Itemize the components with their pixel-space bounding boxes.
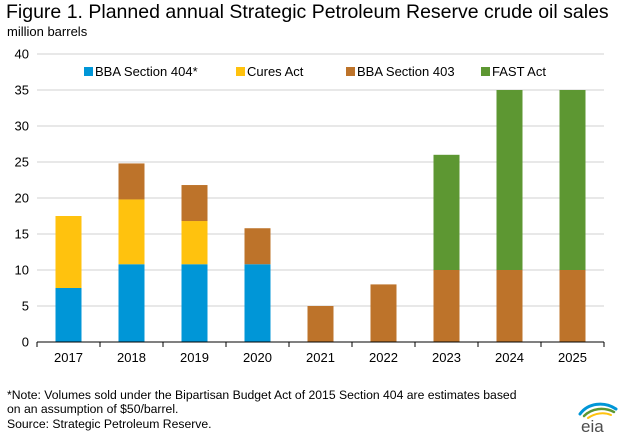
bar-segment-2020-0 [244,264,271,342]
y-axis-tick-labels: 0 5 10 15 20 25 30 35 40 [15,47,29,350]
y-tick-label: 20 [15,191,29,206]
bar-segment-2024-3 [496,90,523,270]
chart-title: Figure 1. Planned annual Strategic Petro… [6,1,609,23]
x-axis-tick-labels: 2017 2018 2019 2020 2021 2022 2023 2024 2025 [54,350,587,365]
bar-segment-2024-2 [496,270,523,342]
legend-label: BBA Section 404* [95,64,198,79]
bar-segment-2020-2 [244,228,271,265]
y-axis-unit-label: million barrels [7,24,88,39]
y-tick-label: 0 [22,335,29,350]
x-tick-label: 2020 [243,350,272,365]
y-tick-label: 40 [15,47,29,62]
legend-label: FAST Act [492,64,546,79]
legend-swatch [84,67,93,76]
y-tick-label: 35 [15,83,29,98]
bar-segment-2023-2 [433,270,460,342]
y-tick-label: 15 [15,227,29,242]
y-tick-label: 5 [22,299,29,314]
bar-segment-2018-1 [118,199,145,265]
bar-segment-2023-3 [433,154,460,270]
legend-label: BBA Section 403 [357,64,455,79]
source-note: Source: Strategic Petroleum Reserve. [7,417,212,431]
legend-swatch [481,67,490,76]
legend-label: Cures Act [247,64,304,79]
x-tick-label: 2018 [117,350,146,365]
bar-segment-2017-1 [55,216,82,288]
footnote-line-1: *Note: Volumes sold under the Bipartisan… [7,388,517,402]
legend: BBA Section 404* Cures Act BBA Section 403… [84,64,546,79]
y-tick-label: 10 [15,263,29,278]
bar-segment-2019-0 [181,264,208,342]
x-tick-label: 2022 [369,350,398,365]
x-tick-label: 2021 [306,350,335,365]
bar-segment-2019-1 [181,221,208,265]
bar-segment-2017-0 [55,288,82,342]
bar-segment-2018-2 [118,163,145,200]
legend-swatch [346,67,355,76]
legend-swatch [236,67,245,76]
x-tick-label: 2025 [558,350,587,365]
x-tick-label: 2019 [180,350,209,365]
bar-segment-2019-2 [181,185,208,222]
x-tick-label: 2017 [54,350,83,365]
x-axis [36,341,605,347]
y-tick-label: 30 [15,119,29,134]
bars [55,90,586,342]
eia-logo-text: eia [581,417,604,434]
footnote-line-2: on an assumption of $50/barrel. [7,402,179,416]
bar-segment-2025-3 [559,90,586,270]
eia-logo: eia [578,402,618,434]
bar-segment-2021-2 [307,306,334,342]
bar-segment-2018-0 [118,264,145,342]
bar-segment-2025-2 [559,270,586,342]
bar-segment-2022-2 [370,284,397,342]
x-tick-label: 2024 [495,350,524,365]
y-tick-label: 25 [15,155,29,170]
x-tick-label: 2023 [432,350,461,365]
